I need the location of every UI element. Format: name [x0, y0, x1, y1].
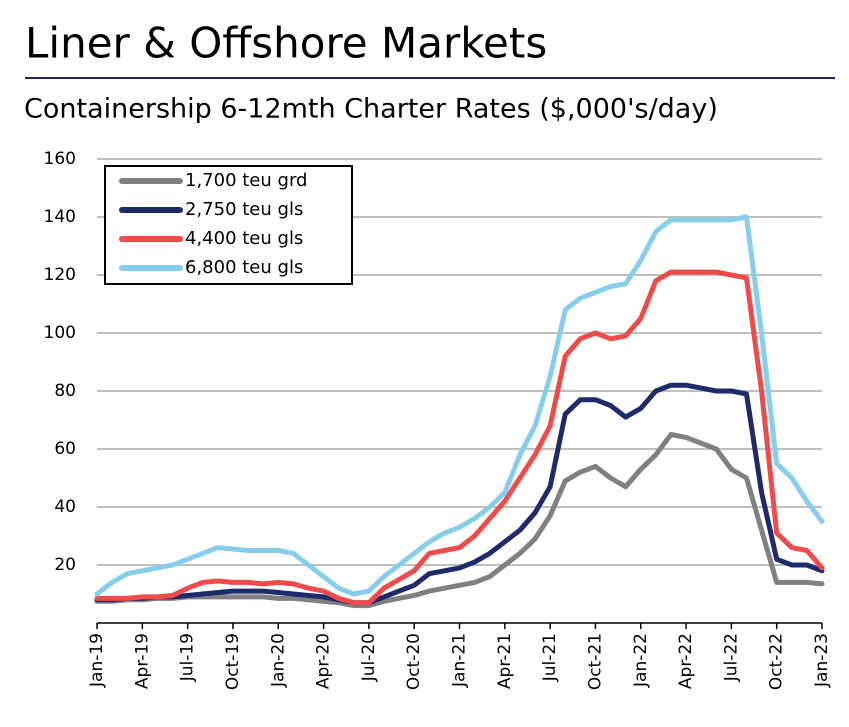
x-tick-label: Apr-22 — [676, 633, 696, 689]
x-tick-label: Oct-20 — [404, 633, 424, 690]
legend-label: 6,800 teu gls — [185, 257, 303, 278]
x-tick-label: Oct-21 — [585, 633, 605, 690]
series-line — [94, 214, 825, 597]
x-tick-label: Apr-19 — [132, 633, 152, 689]
y-tick-label: 40 — [54, 497, 76, 517]
x-tick-label: Jan-21 — [450, 633, 470, 688]
x-tick-label: Jul-22 — [721, 633, 741, 682]
x-tick-label: Jul-21 — [540, 633, 560, 682]
y-tick-label: 60 — [54, 439, 76, 459]
series-line — [94, 382, 825, 606]
legend-box — [104, 165, 353, 285]
x-tick-label: Apr-20 — [314, 633, 334, 689]
y-tick-label: 80 — [54, 381, 76, 401]
chart-title: Liner & Offshore Markets — [25, 19, 547, 68]
x-tick-label: Jul-19 — [178, 633, 198, 682]
x-tick-label: Oct-22 — [767, 633, 787, 690]
x-tick-label: Jan-23 — [812, 633, 832, 688]
x-tick-label: Jan-20 — [268, 633, 288, 688]
legend-label: 1,700 teu grd — [185, 170, 307, 191]
x-tick-label: Oct-19 — [223, 633, 243, 690]
y-tick-label: 140 — [44, 207, 76, 227]
y-tick-label: 160 — [44, 149, 76, 169]
y-tick-label: 100 — [44, 323, 76, 343]
legend-label: 4,400 teu gls — [185, 228, 303, 249]
y-tick-label: 20 — [54, 555, 76, 575]
legend-label: 2,750 teu gls — [185, 199, 303, 220]
y-tick-label: 120 — [44, 265, 76, 285]
x-tick-label: Apr-21 — [495, 633, 515, 689]
series-line — [94, 432, 825, 609]
series-line — [94, 269, 825, 606]
x-tick-label: Jul-20 — [359, 633, 379, 682]
x-tick-label: Jan-19 — [87, 633, 107, 688]
x-tick-label: Jan-22 — [631, 633, 651, 688]
chart-subtitle: Containership 6-12mth Charter Rates ($,0… — [24, 94, 718, 125]
